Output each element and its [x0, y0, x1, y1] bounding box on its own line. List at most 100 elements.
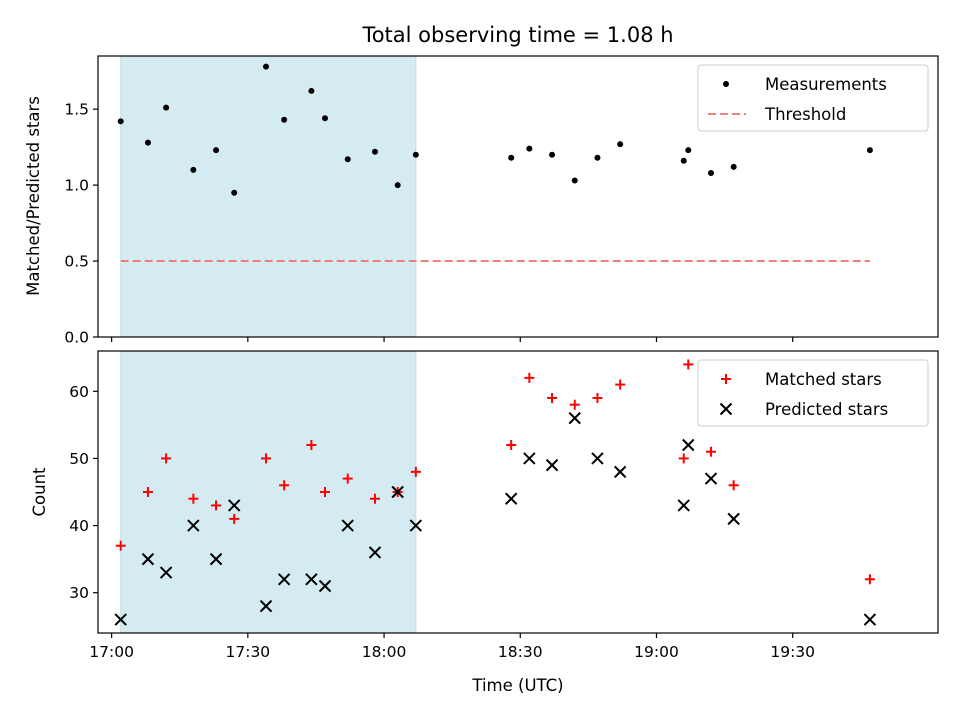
- measurement-point: [730, 163, 737, 170]
- legend-entry-label: Predicted stars: [765, 400, 888, 419]
- predicted-star-point: [613, 465, 627, 479]
- matched-star-point: [864, 574, 875, 585]
- chart-title: Total observing time = 1.08 h: [361, 23, 673, 47]
- matched-star-point: [569, 399, 580, 410]
- x-tick-label: 19:00: [634, 643, 679, 661]
- highlight-span: [120, 350, 417, 634]
- measurement-point: [117, 118, 124, 125]
- y-tick-label: 60: [69, 383, 89, 401]
- measurement-point: [707, 169, 714, 176]
- matched-star-point: [369, 493, 380, 504]
- matched-star-point: [506, 440, 517, 450]
- predicted-star-point: [141, 552, 155, 566]
- measurement-point: [263, 63, 269, 70]
- measurement-point: [163, 104, 170, 111]
- bottom-panel: 30 40 50 60 17:00 17:30 18:00 18:30 19:00 19:30 Ma…: [69, 350, 939, 661]
- predicted-star-point: [863, 613, 877, 626]
- y-tick-label: 0.0: [64, 329, 89, 347]
- predicted-star-point: [259, 599, 273, 613]
- highlight-span: [120, 55, 417, 338]
- matched-star-point: [229, 513, 240, 524]
- predicted-star-point: [318, 579, 332, 593]
- predicted-star-point: [305, 573, 318, 586]
- x-axis-label: Time (UTC): [471, 676, 563, 695]
- matched-star-point: [320, 487, 331, 497]
- measurement-point: [549, 151, 556, 158]
- measurement-point: [412, 151, 419, 158]
- matched-star-point: [161, 453, 172, 464]
- measurement-point: [190, 166, 197, 173]
- predicted-star-point: [523, 452, 536, 465]
- measurement-point: [308, 87, 315, 94]
- predicted-star-point: [159, 566, 173, 579]
- measurement-point: [617, 141, 624, 148]
- matched-star-point: [615, 379, 626, 390]
- legend-entry-label: Threshold: [764, 105, 846, 124]
- y-tick-label: 0.5: [64, 253, 89, 271]
- measurement-point: [680, 157, 687, 164]
- legend-measurement-swatch: [723, 81, 729, 87]
- measurement-point: [394, 182, 401, 189]
- measurement-point: [213, 147, 220, 154]
- legend-entry-label: Measurements: [765, 75, 887, 94]
- predicted-star-point: [545, 458, 559, 472]
- matched-star-point: [705, 446, 716, 457]
- measurement-point: [594, 154, 601, 161]
- y-tick-label: 40: [69, 517, 89, 535]
- matched-star-point: [524, 372, 535, 383]
- y-tick-label: 30: [69, 584, 89, 602]
- predicted-star-point: [591, 452, 604, 465]
- matched-star-point: [142, 487, 153, 497]
- matched-star-point: [728, 480, 739, 491]
- predicted-star-point: [568, 411, 581, 425]
- top-y-axis-label: Matched/Predicted stars: [24, 96, 43, 296]
- matched-star-point: [188, 493, 199, 504]
- matched-star-point: [683, 359, 694, 370]
- measurement-point: [371, 148, 378, 155]
- predicted-star-point: [504, 492, 518, 505]
- x-tick-label: 19:30: [770, 643, 815, 661]
- legend: Matched stars Predicted stars: [697, 359, 929, 427]
- predicted-star-point: [187, 519, 200, 532]
- matched-star-point: [678, 453, 689, 464]
- bottom-y-axis-label: Count: [30, 467, 49, 517]
- x-tick-label: 17:30: [226, 643, 271, 661]
- predicted-star-point: [409, 519, 423, 532]
- predicted-star-point: [209, 552, 223, 566]
- predicted-star-point: [391, 485, 404, 499]
- predicted-star-point: [682, 438, 695, 452]
- matched-star-point: [342, 473, 353, 484]
- predicted-star-point: [368, 546, 382, 559]
- predicted-star-point: [677, 499, 690, 512]
- predicted-star-point: [114, 613, 127, 626]
- x-tick-label: 18:30: [498, 643, 543, 661]
- measurement-point: [344, 156, 351, 163]
- matched-star-point: [279, 480, 290, 491]
- measurement-point: [508, 154, 515, 161]
- measurement-point: [526, 145, 533, 152]
- legend: Measurements Threshold: [697, 64, 929, 132]
- predicted-star-point: [727, 512, 740, 526]
- matched-star-point: [306, 440, 317, 450]
- predicted-star-point: [341, 519, 354, 532]
- predicted-star-point: [704, 472, 718, 485]
- top-panel: 0.0 0.5 1.0 1.5 Measurements Threshold: [64, 55, 939, 347]
- measurement-point: [685, 147, 692, 154]
- x-tick-label: 18:00: [362, 643, 407, 661]
- matched-star-point: [547, 393, 558, 403]
- measurement-point: [231, 189, 238, 196]
- predicted-star-point: [277, 573, 291, 586]
- axes-frame: [97, 350, 939, 634]
- matched-star-point: [211, 500, 222, 511]
- measurement-point: [281, 116, 288, 123]
- measurement-point: [571, 177, 578, 184]
- legend-box: [697, 359, 929, 427]
- matched-star-point: [410, 466, 421, 477]
- matched-star-point: [261, 453, 271, 464]
- x-tick-label: 17:00: [89, 643, 134, 661]
- predicted-star-point: [228, 499, 241, 512]
- legend-matched-swatch: [721, 374, 731, 384]
- axes-frame: [97, 55, 939, 338]
- y-tick-label: 1.0: [64, 177, 89, 195]
